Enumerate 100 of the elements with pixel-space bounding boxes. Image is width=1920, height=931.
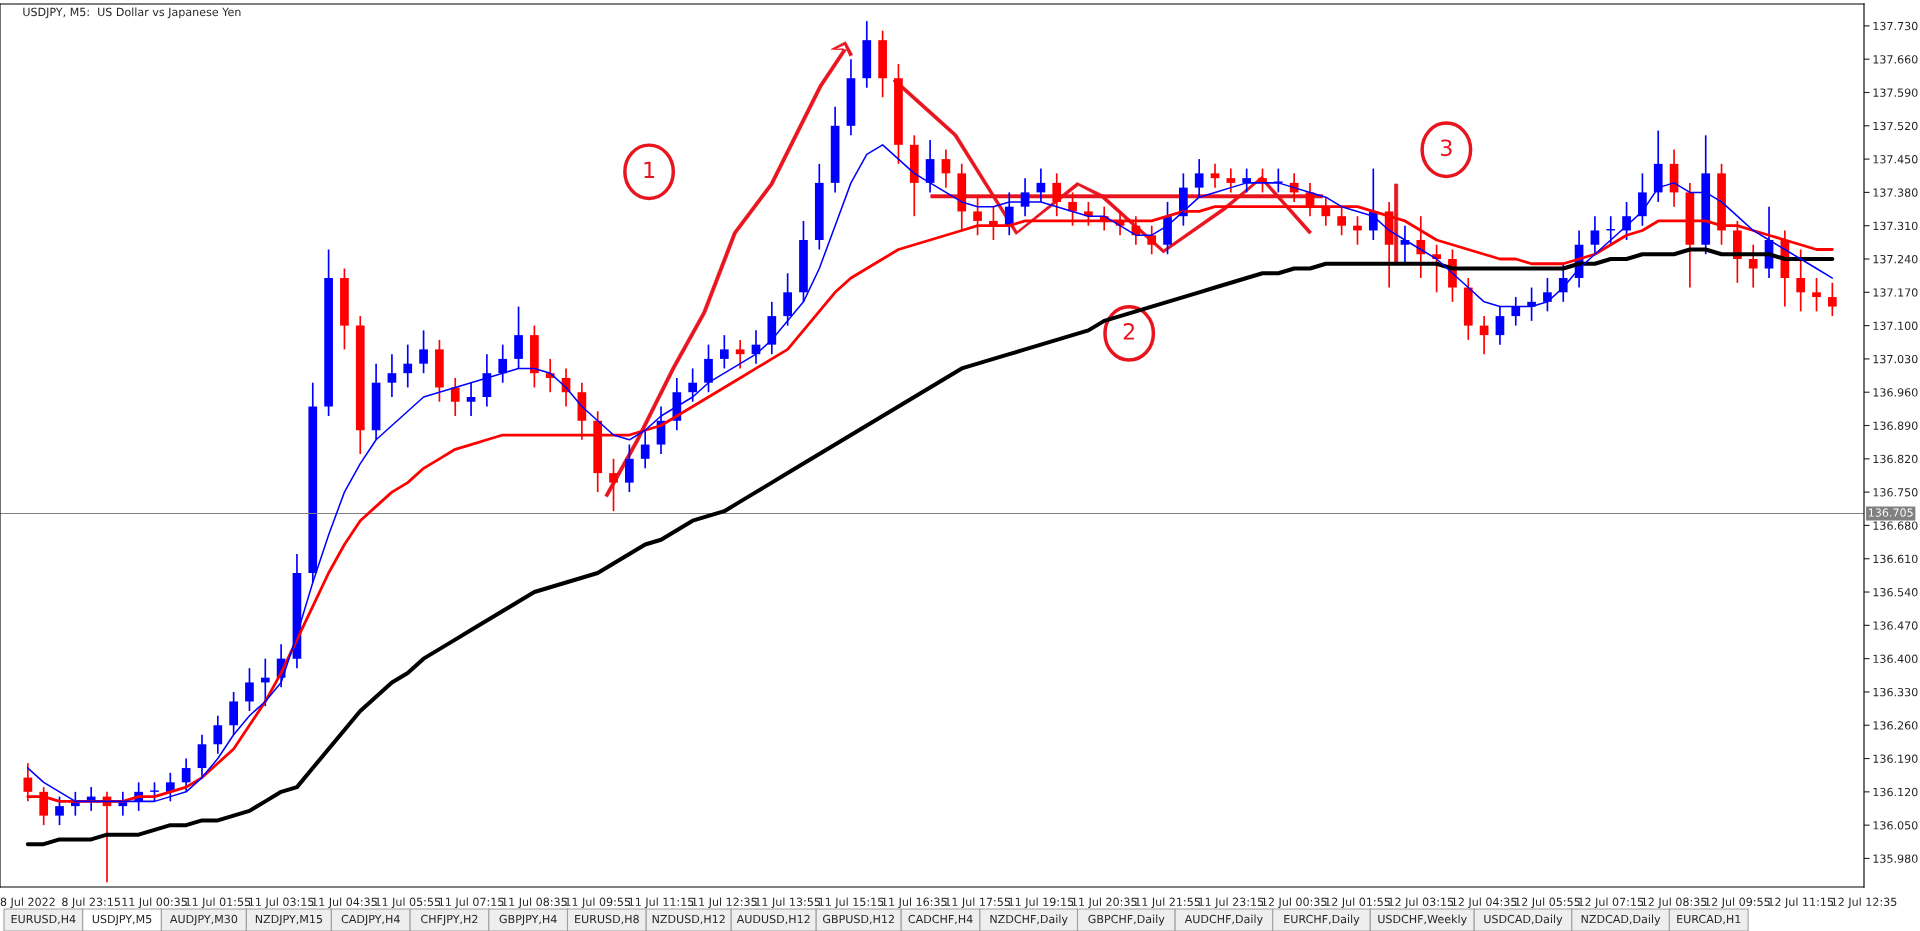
- candlestick: [719, 334, 729, 370]
- candlestick: [609, 457, 618, 512]
- text: USDJPY,M5: [92, 914, 152, 926]
- x-tick-label: 12 Jul 11:15: [1768, 897, 1834, 909]
- candlestick: [403, 343, 413, 389]
- text: GBPUSD,H12: [822, 914, 894, 925]
- y-tick-label: 136.540: [1873, 588, 1918, 597]
- annotation: 1: [644, 161, 655, 178]
- candlestick: [1812, 277, 1821, 313]
- y-tick-label: 136.190: [1873, 754, 1918, 763]
- y-tick-label: 136.260: [1873, 721, 1918, 730]
- candlestick: [245, 667, 254, 712]
- text: EURUSD,H8: [575, 914, 639, 925]
- x-tick-label: 12 Jul 01:55: [1325, 897, 1390, 909]
- candlestick: [197, 733, 207, 779]
- x-tick-label: 12 Jul 09:55: [1705, 897, 1770, 909]
- x-tick-label: 11 Jul 13:55: [755, 897, 820, 909]
- x-tick-label: 12 Jul 05:55: [1515, 897, 1580, 909]
- y-tick-label: 137.030: [1873, 354, 1918, 364]
- text: GBPJPY,H4: [499, 914, 557, 926]
- candlestick: [466, 381, 476, 417]
- candlestick: [704, 343, 713, 394]
- candlestick: [1827, 281, 1837, 317]
- x-tick-label: 12 Jul 12:35: [1831, 897, 1897, 909]
- candlestick: [1052, 172, 1062, 218]
- y-tick-label: 136.400: [1873, 654, 1918, 664]
- candlestick: [1194, 158, 1204, 198]
- candlestick: [1590, 215, 1600, 256]
- y-tick-label: 137.730: [1873, 21, 1918, 31]
- text: CHFJPY,H2: [421, 914, 478, 926]
- x-tick-label: 12 Jul 00:35: [1262, 897, 1327, 909]
- candlestick: [181, 757, 191, 793]
- x-tick-label: 11 Jul 17:55: [945, 897, 1010, 909]
- candlestick: [625, 443, 634, 493]
- text: NZDUSD,H12: [652, 914, 725, 925]
- text: USDCAD,Daily: [1484, 914, 1563, 926]
- x-tick-label: 11 Jul 11:15: [628, 897, 694, 909]
- candlestick: [1511, 296, 1521, 327]
- x-tick-label: 11 Jul 00:35: [122, 897, 187, 909]
- candlestick: [213, 714, 223, 755]
- text: CADJPY,H4: [341, 914, 400, 926]
- text: EURCHF,Daily: [1284, 914, 1360, 926]
- text: USDCHF,Weekly: [1378, 914, 1467, 926]
- x-tick-label: 11 Jul 07:15: [438, 897, 504, 909]
- y-tick-label: 137.590: [1873, 88, 1918, 97]
- y-tick-label: 137.520: [1873, 121, 1918, 131]
- y-tick-label: 137.310: [1873, 221, 1918, 231]
- x-tick-label: 11 Jul 04:35: [312, 897, 377, 909]
- annotation: 2: [1123, 323, 1135, 340]
- candlestick: [1638, 172, 1647, 227]
- x-tick-label: 11 Jul 20:35: [1072, 897, 1137, 909]
- candlestick: [55, 795, 64, 826]
- y-tick-label: 137.660: [1873, 55, 1918, 64]
- y-tick-label: 136.960: [1873, 388, 1918, 397]
- candlestick: [1004, 191, 1014, 237]
- x-tick-label: 11 Jul 21:55: [1135, 897, 1200, 909]
- candlestick: [229, 691, 238, 736]
- ref-line-label: 136.705: [1868, 508, 1913, 517]
- x-tick-label: 11 Jul 16:35: [882, 897, 947, 909]
- x-tick-label: 11 Jul 08:35: [502, 897, 567, 909]
- text: GBPCHF,Daily: [1088, 914, 1165, 926]
- y-tick-label: 136.890: [1873, 421, 1918, 430]
- candlestick: [1226, 167, 1236, 194]
- text: NZDJPY,M15: [255, 914, 323, 926]
- candlestick: [387, 353, 397, 398]
- x-tick-label: 11 Jul 19:15: [1008, 897, 1074, 909]
- candlestick: [514, 305, 523, 370]
- candlestick: [735, 339, 745, 370]
- y-tick-label: 137.240: [1873, 254, 1918, 264]
- x-tick-label: 11 Jul 03:15: [249, 897, 314, 909]
- text: EURUSD,H4: [11, 914, 76, 925]
- candlestick: [941, 148, 951, 189]
- annotation: 3: [1441, 139, 1452, 157]
- x-tick-label: 12 Jul 04:35: [1452, 897, 1517, 909]
- text: NZDCHF,Daily: [990, 914, 1068, 926]
- x-tick-label: 12 Jul 08:35: [1641, 897, 1707, 909]
- candlestick: [783, 272, 792, 327]
- y-tick-label: 136.680: [1873, 521, 1918, 530]
- y-tick-label: 136.820: [1873, 454, 1918, 464]
- candlestick: [1273, 167, 1283, 194]
- candlestick: [1796, 248, 1806, 313]
- x-tick-label: 8 Jul 23:15: [62, 897, 120, 909]
- candlestick: [1543, 277, 1552, 313]
- y-tick-label: 136.470: [1873, 621, 1918, 630]
- y-tick-label: 136.330: [1873, 687, 1918, 697]
- y-tick-label: 137.450: [1873, 155, 1918, 164]
- y-tick-label: 136.050: [1873, 821, 1918, 830]
- x-tick-label: 11 Jul 12:35: [692, 897, 757, 909]
- x-tick-label: 11 Jul 05:55: [375, 897, 441, 909]
- candlestick: [1748, 243, 1758, 289]
- x-tick-label: 11 Jul 15:15: [818, 897, 884, 909]
- x-tick-label: 12 Jul 07:15: [1578, 897, 1644, 909]
- y-tick-label: 136.750: [1873, 488, 1918, 497]
- candlestick: [419, 329, 428, 375]
- text: AUDCHF,Daily: [1184, 914, 1263, 926]
- candlestick: [1495, 305, 1505, 346]
- y-tick-label: 136.120: [1873, 787, 1918, 797]
- x-tick-label: 11 Jul 01:55: [185, 897, 251, 909]
- x-tick-label: 8 Jul 2022: [0, 897, 55, 909]
- y-tick-label: 136.610: [1873, 554, 1918, 564]
